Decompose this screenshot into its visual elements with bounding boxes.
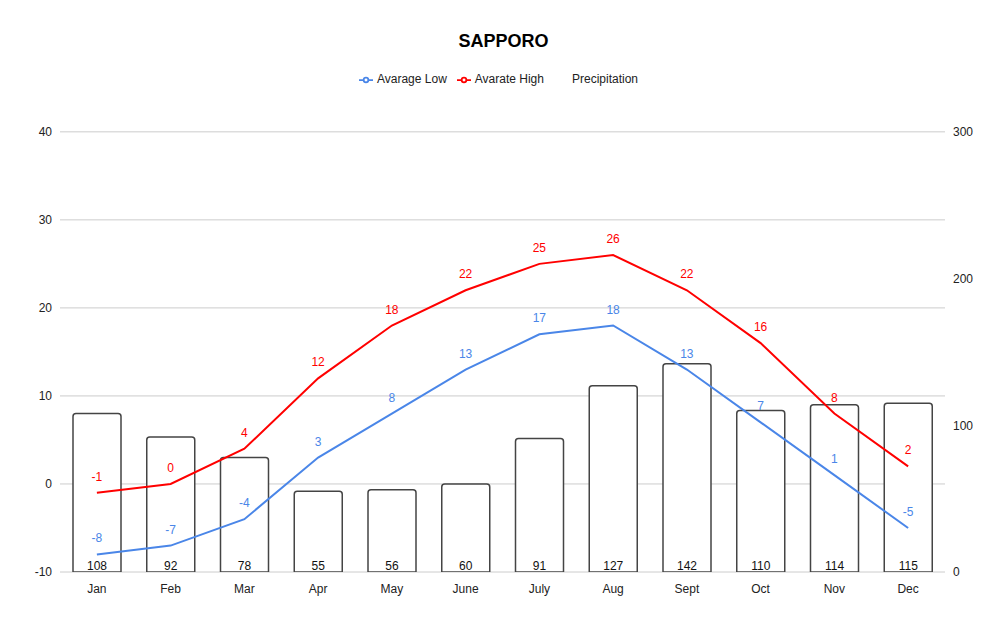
svg-text:1: 1 <box>831 452 838 466</box>
svg-text:May: May <box>381 582 404 596</box>
svg-text:13: 13 <box>459 347 473 361</box>
svg-text:Apr: Apr <box>309 582 328 596</box>
svg-text:-5: -5 <box>903 505 914 519</box>
svg-text:7: 7 <box>757 399 764 413</box>
svg-text:-4: -4 <box>239 496 250 510</box>
svg-text:10: 10 <box>39 389 53 403</box>
svg-text:-1: -1 <box>92 470 103 484</box>
svg-text:100: 100 <box>953 419 973 433</box>
svg-text:0: 0 <box>953 565 960 579</box>
svg-text:-7: -7 <box>165 523 176 537</box>
svg-text:91: 91 <box>533 559 547 573</box>
svg-text:June: June <box>453 582 479 596</box>
svg-text:Oct: Oct <box>751 582 770 596</box>
svg-text:0: 0 <box>45 477 52 491</box>
svg-text:July: July <box>529 582 550 596</box>
svg-text:3: 3 <box>315 435 322 449</box>
svg-text:16: 16 <box>754 320 768 334</box>
svg-text:300: 300 <box>953 125 973 139</box>
svg-text:40: 40 <box>39 125 53 139</box>
svg-text:0: 0 <box>167 461 174 475</box>
svg-text:110: 110 <box>751 559 770 573</box>
svg-text:Mar: Mar <box>234 582 255 596</box>
svg-text:55: 55 <box>312 559 326 573</box>
svg-text:Dec: Dec <box>897 582 918 596</box>
svg-text:Feb: Feb <box>160 582 181 596</box>
svg-text:18: 18 <box>385 303 399 317</box>
svg-text:18: 18 <box>606 303 620 317</box>
svg-text:Sept: Sept <box>675 582 700 596</box>
html-text:Avarage Low: Avarage Low <box>377 72 447 86</box>
svg-text:22: 22 <box>459 267 473 281</box>
svg-text:25: 25 <box>533 241 547 255</box>
svg-text:200: 200 <box>953 272 973 286</box>
svg-text:20: 20 <box>39 301 53 315</box>
html-text:Avarate High: Avarate High <box>474 72 544 86</box>
svg-text:12: 12 <box>311 355 325 369</box>
svg-text:142: 142 <box>677 559 697 573</box>
svg-text:Nov: Nov <box>824 582 845 596</box>
svg-text:8: 8 <box>389 391 396 405</box>
svg-text:114: 114 <box>825 559 844 573</box>
svg-text:78: 78 <box>238 559 252 573</box>
svg-text:-10: -10 <box>35 565 53 579</box>
svg-text:56: 56 <box>385 559 399 573</box>
svg-text:22: 22 <box>680 267 694 281</box>
svg-text:26: 26 <box>606 232 620 246</box>
svg-text:17: 17 <box>533 311 547 325</box>
svg-text:127: 127 <box>603 559 623 573</box>
svg-text:-8: -8 <box>92 531 103 545</box>
svg-text:2: 2 <box>905 443 912 457</box>
svg-text:8: 8 <box>831 391 838 405</box>
svg-text:92: 92 <box>164 559 178 573</box>
svg-text:13: 13 <box>680 347 694 361</box>
svg-text:115: 115 <box>899 559 918 573</box>
svg-text:Jan: Jan <box>87 582 106 596</box>
svg-text:60: 60 <box>459 559 473 573</box>
svg-text:4: 4 <box>241 426 248 440</box>
svg-text:Aug: Aug <box>602 582 623 596</box>
html-text:SAPPORO: SAPPORO <box>458 31 549 51</box>
html-text:Precipitation: Precipitation <box>572 72 638 86</box>
svg-text:108: 108 <box>87 559 107 573</box>
svg-text:30: 30 <box>39 213 53 227</box>
